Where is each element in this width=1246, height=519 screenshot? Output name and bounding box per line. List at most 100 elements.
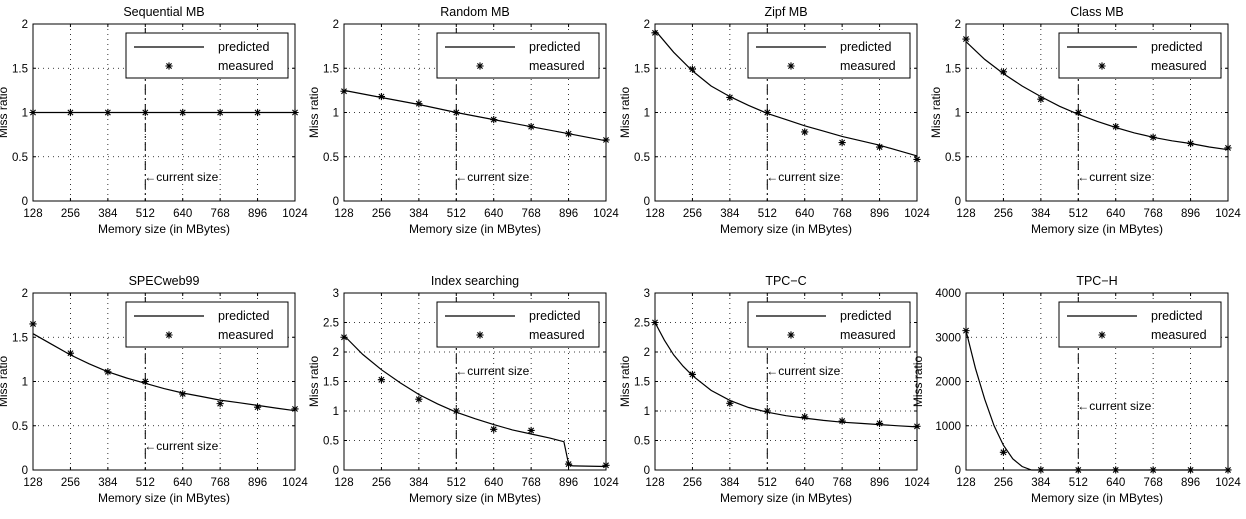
- y-tick-label: 4000: [935, 288, 961, 300]
- y-tick-label: 2000: [935, 377, 961, 389]
- x-tick-label: 256: [61, 208, 80, 220]
- x-tick-label: 896: [559, 477, 578, 489]
- measured-point: [452, 108, 460, 117]
- measured-point: [763, 108, 771, 117]
- x-axis-label: Memory size (in MBytes): [409, 491, 541, 505]
- legend-measured-swatch: [476, 62, 484, 70]
- measured-point: [1037, 95, 1045, 103]
- measured-point: [801, 413, 809, 421]
- legend-measured-swatch: [165, 331, 173, 339]
- y-tick-label: 2: [22, 288, 28, 300]
- x-tick-label: 1024: [1215, 208, 1241, 220]
- measured-point: [1112, 466, 1120, 474]
- measured-point: [29, 320, 37, 328]
- measured-point: [291, 108, 299, 117]
- y-tick-label: 2: [333, 19, 339, 31]
- legend-measured-swatch: [1098, 331, 1106, 339]
- y-tick-label: 1: [333, 406, 339, 418]
- measured-point: [141, 108, 149, 117]
- y-tick-label: 3: [333, 288, 339, 300]
- legend-measured-label: measured: [529, 59, 585, 73]
- measured-point: [651, 29, 659, 37]
- y-tick-label: 1: [644, 406, 650, 418]
- measured-point: [913, 155, 921, 164]
- current-size-annotation: ←current size: [766, 170, 840, 184]
- x-tick-label: 768: [1144, 477, 1163, 489]
- y-tick-label: 0: [333, 465, 339, 477]
- measured-point: [838, 138, 846, 147]
- x-tick-label: 896: [559, 208, 578, 220]
- legend-measured-label: measured: [1151, 59, 1207, 73]
- x-axis-label: Memory size (in MBytes): [409, 222, 541, 236]
- y-axis-label: Miss ratio: [618, 87, 632, 139]
- x-tick-label: 640: [795, 208, 814, 220]
- x-tick-label: 512: [447, 477, 466, 489]
- predicted-line: [32, 333, 296, 412]
- current-size-annotation: ←current size: [1077, 170, 1151, 184]
- x-tick-label: 128: [956, 477, 975, 489]
- predicted-line: [654, 29, 918, 157]
- legend-box: [125, 301, 289, 348]
- y-tick-label: 0: [22, 465, 28, 477]
- current-size-annotation: ←current size: [1077, 399, 1151, 413]
- x-tick-label: 384: [1031, 477, 1051, 489]
- y-tick-label: 0.5: [12, 152, 28, 164]
- chart-title: Random MB: [440, 5, 509, 19]
- x-axis-label: Memory size (in MBytes): [1031, 222, 1163, 236]
- y-tick-label: 1.5: [323, 377, 339, 389]
- y-tick-label: 0: [955, 465, 961, 477]
- y-tick-label: 2: [333, 347, 339, 359]
- measured-point: [179, 390, 187, 398]
- x-tick-label: 1024: [593, 477, 619, 489]
- x-tick-label: 128: [334, 477, 353, 489]
- x-tick-label: 768: [1144, 208, 1163, 220]
- y-tick-label: 1.5: [323, 63, 339, 75]
- x-tick-label: 512: [758, 477, 777, 489]
- y-axis-label: Miss ratio: [307, 356, 321, 408]
- x-tick-label: 640: [795, 477, 814, 489]
- x-axis-label: Memory size (in MBytes): [98, 222, 230, 236]
- legend-measured-label: measured: [218, 59, 274, 73]
- current-size-annotation: ←current size: [766, 364, 840, 378]
- y-tick-label: 1: [333, 108, 339, 120]
- chart-panel-8: 128 256 384 512 640 768 896 1024 0 1000 2000 3000 40…: [911, 274, 1241, 505]
- legend-box: [747, 301, 911, 348]
- measured-point: [1224, 466, 1232, 474]
- measured-point: [875, 143, 884, 151]
- measured-point: [1037, 466, 1045, 474]
- measured-point: [104, 108, 112, 117]
- x-tick-label: 128: [334, 208, 353, 220]
- x-tick-label: 1024: [904, 477, 930, 489]
- measured-point: [688, 370, 697, 379]
- legend-box: [436, 32, 600, 79]
- measured-point: [1074, 466, 1082, 474]
- x-tick-label: 256: [372, 477, 391, 489]
- x-tick-label: 768: [522, 477, 541, 489]
- legend-measured-label: measured: [840, 328, 896, 342]
- measured-point: [216, 400, 224, 408]
- x-tick-label: 640: [484, 208, 503, 220]
- y-tick-label: 0: [644, 196, 650, 208]
- y-tick-label: 2: [644, 19, 650, 31]
- x-tick-label: 896: [248, 208, 267, 220]
- x-tick-label: 768: [211, 477, 230, 489]
- measured-point: [66, 349, 75, 357]
- measured-point: [602, 461, 610, 469]
- legend-box: [1058, 301, 1222, 348]
- y-tick-label: 0.5: [945, 152, 961, 164]
- chart-title: TPC−C: [765, 274, 806, 288]
- legend-measured-label: measured: [218, 328, 274, 342]
- y-tick-label: 2: [955, 19, 961, 31]
- measured-point: [999, 68, 1008, 76]
- y-tick-label: 0: [333, 196, 339, 208]
- x-tick-label: 384: [409, 208, 429, 220]
- x-tick-label: 896: [1181, 208, 1200, 220]
- measured-point: [651, 318, 659, 327]
- measured-point: [253, 403, 262, 411]
- x-tick-label: 256: [683, 208, 702, 220]
- measured-point: [999, 448, 1008, 456]
- x-tick-label: 768: [833, 208, 852, 220]
- measured-point: [875, 419, 884, 427]
- x-tick-label: 256: [61, 477, 80, 489]
- measured-point: [913, 422, 921, 430]
